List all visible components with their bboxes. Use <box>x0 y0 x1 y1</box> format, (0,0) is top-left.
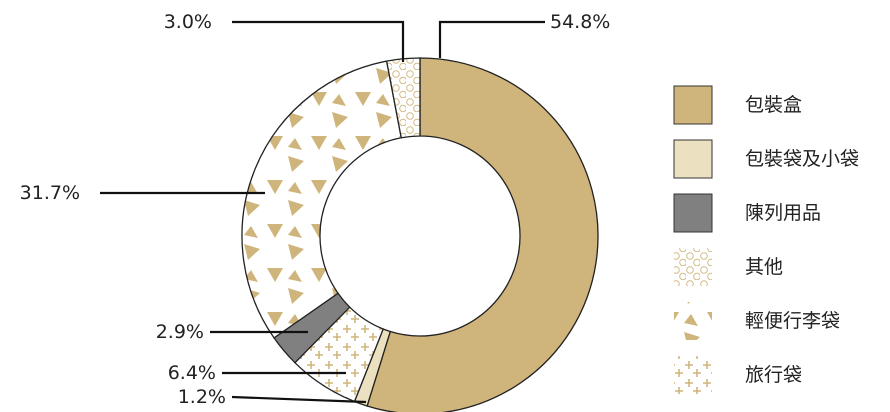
legend-item: 陳列用品 <box>673 193 821 233</box>
legend-swatch <box>674 302 712 340</box>
data-label: 54.8% <box>550 11 610 33</box>
legend-swatch <box>674 356 712 394</box>
legend-label: 輕便行李袋 <box>745 310 840 332</box>
legend-item: 旅行袋 <box>674 356 802 394</box>
donut-slice <box>366 57 599 412</box>
legend-item: 包裝袋及小袋 <box>673 139 859 179</box>
donut-slice <box>241 60 403 339</box>
legend-label: 包裝盒 <box>745 94 802 116</box>
legend-swatch <box>673 139 713 179</box>
legend-label: 陳列用品 <box>745 202 821 224</box>
legend-item: 包裝盒 <box>673 85 802 125</box>
data-label: 1.2% <box>178 386 226 408</box>
legend-label: 旅行袋 <box>745 364 802 386</box>
data-label: 6.4% <box>168 362 216 384</box>
legend-label: 其他 <box>745 256 783 278</box>
legend-swatch <box>674 248 712 286</box>
legend-swatch <box>673 85 713 125</box>
donut-slice <box>385 57 421 139</box>
leader-lines <box>100 20 545 404</box>
leader-line <box>231 395 367 404</box>
leader-line <box>438 20 545 58</box>
legend-label: 包裝袋及小袋 <box>745 148 859 170</box>
data-label: 2.9% <box>156 321 204 343</box>
legend-item: 其他 <box>674 248 783 286</box>
data-labels: 54.8% 3.0% 31.7% 2.9% 6.4%1.2% <box>20 11 611 408</box>
legend-item: 輕便行李袋 <box>674 302 840 340</box>
leader-line <box>232 20 405 62</box>
data-label: 31.7% <box>20 182 80 204</box>
data-label: 3.0% <box>164 11 212 33</box>
slices-layer <box>241 57 599 412</box>
legend-swatch <box>673 193 713 233</box>
